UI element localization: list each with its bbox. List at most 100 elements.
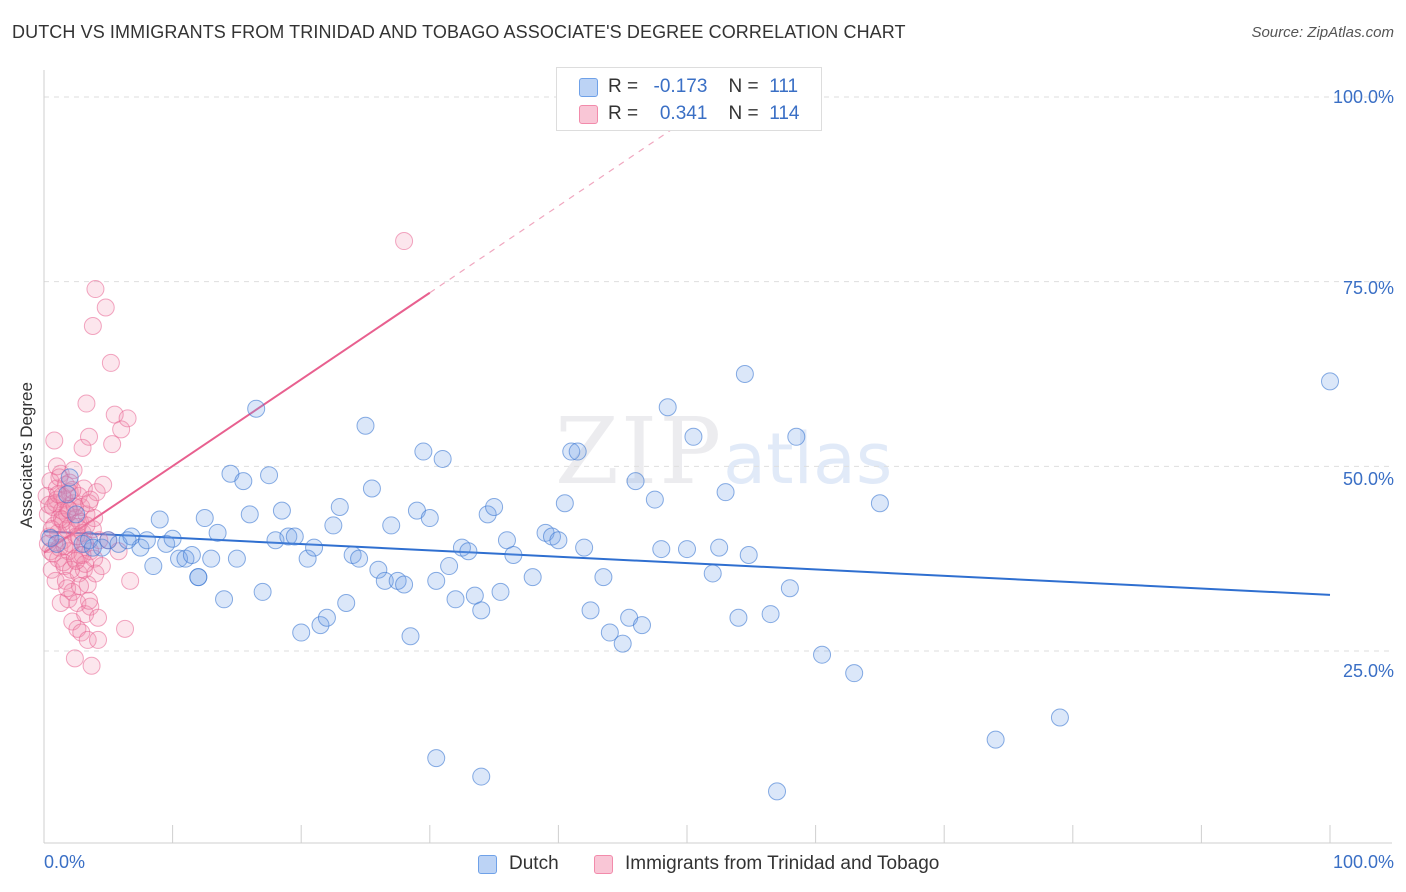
legend-n-label: N =: [728, 103, 759, 124]
data-point-dutch: [382, 516, 401, 535]
legend-row-trinidad: R = 0.341 N = 114: [579, 101, 799, 127]
data-point-dutch: [652, 540, 671, 559]
data-point-dutch: [780, 579, 799, 598]
watermark: ZIPatlas: [555, 398, 892, 505]
data-point-dutch: [632, 616, 651, 635]
y-tick-25: 25.0%: [1342, 661, 1394, 681]
blue-points: [41, 365, 1339, 801]
data-point-dutch: [626, 472, 645, 491]
data-point-dutch: [684, 427, 703, 446]
data-point-dutch: [716, 483, 735, 502]
data-point-dutch: [240, 505, 259, 524]
y-tick-100: 100.0%: [1332, 87, 1394, 107]
pink-points: [37, 232, 414, 675]
data-point-dutch: [47, 534, 66, 553]
data-point-dutch: [504, 545, 523, 564]
data-point-dutch: [285, 527, 304, 546]
bottom-legend-label-dutch: Dutch: [509, 853, 559, 874]
bottom-legend-dutch: Dutch: [478, 851, 559, 877]
data-point-dutch: [787, 427, 806, 446]
data-point-dutch: [562, 442, 581, 461]
data-point-dutch: [279, 527, 298, 546]
data-point-dutch: [118, 531, 137, 550]
data-point-trinidad: [71, 576, 90, 595]
legend-n-label: N =: [728, 76, 759, 97]
data-point-dutch: [369, 560, 388, 579]
data-point-dutch: [1050, 708, 1069, 727]
data-point-dutch: [485, 497, 504, 516]
data-point-dutch: [575, 538, 594, 557]
data-point-dutch: [189, 568, 208, 587]
data-point-trinidad: [53, 510, 72, 529]
data-point-dutch: [703, 564, 722, 583]
chart-title: DUTCH VS IMMIGRANTS FROM TRINIDAD AND TO…: [12, 22, 906, 42]
data-point-trinidad: [40, 495, 59, 514]
data-point-dutch: [813, 645, 832, 664]
data-point-dutch: [92, 538, 111, 557]
data-point-dutch: [710, 538, 729, 557]
data-point-dutch: [761, 605, 780, 624]
data-point-dutch: [202, 549, 221, 568]
data-point-trinidad: [89, 608, 108, 627]
data-point-dutch: [395, 575, 414, 594]
axes: [43, 70, 1392, 844]
data-point-trinidad: [78, 630, 97, 649]
data-point-dutch: [227, 549, 246, 568]
data-point-trinidad: [81, 490, 100, 509]
data-point-trinidad: [73, 438, 92, 457]
data-point-dutch: [420, 509, 439, 528]
data-point-dutch: [739, 545, 758, 564]
data-point-dutch: [260, 466, 279, 485]
data-point-dutch: [472, 601, 491, 620]
legend-swatch-blue: [579, 77, 598, 97]
data-point-trinidad: [65, 649, 84, 668]
data-point-dutch: [292, 623, 311, 642]
stats-legend: R = -0.173 N = 111 R = 0.341 N = 114: [556, 67, 822, 131]
data-point-dutch: [555, 494, 574, 513]
data-point-trinidad: [49, 485, 68, 504]
bottom-legend-trinidad: Immigrants from Trinidad and Tobago: [594, 851, 939, 877]
data-point-dutch: [375, 571, 394, 590]
data-point-trinidad: [46, 571, 65, 590]
data-point-trinidad: [80, 427, 99, 446]
data-point-dutch: [362, 479, 381, 498]
watermark-zip: ZIP: [555, 398, 724, 505]
data-point-trinidad: [118, 409, 137, 428]
data-point-dutch: [58, 485, 77, 504]
data-point-trinidad: [77, 394, 96, 413]
legend-n-value: 111: [769, 76, 799, 97]
data-point-trinidad: [54, 553, 73, 572]
data-point-trinidad: [94, 475, 113, 494]
legend-n-value: 114: [769, 103, 800, 124]
data-point-dutch: [581, 601, 600, 620]
data-point-dutch: [83, 538, 102, 557]
data-point-trinidad: [40, 527, 59, 546]
data-point-dutch: [150, 510, 169, 529]
data-point-dutch: [311, 616, 330, 635]
trend-line-trinidad-extension: [429, 118, 688, 294]
data-point-trinidad: [92, 557, 111, 576]
data-point-dutch: [163, 529, 182, 548]
data-point-trinidad: [82, 656, 101, 675]
trend-line-dutch: [43, 530, 1331, 596]
data-point-dutch: [549, 531, 568, 550]
data-point-dutch: [568, 442, 587, 461]
data-point-dutch: [60, 468, 79, 487]
legend-r-value: -0.173: [653, 76, 708, 97]
y-tick-75: 75.0%: [1342, 278, 1394, 298]
data-point-dutch: [337, 593, 356, 612]
bottom-legend-label-trinidad: Immigrants from Trinidad and Tobago: [625, 853, 940, 874]
data-point-trinidad: [395, 232, 414, 251]
data-point-dutch: [678, 540, 696, 559]
data-point-dutch: [67, 505, 86, 524]
data-point-dutch: [472, 767, 491, 786]
data-point-dutch: [735, 365, 754, 383]
data-point-dutch: [986, 730, 1005, 749]
data-point-trinidad: [47, 457, 66, 476]
legend-swatch-pink: [579, 104, 598, 124]
bottom-legend-swatch-pink: [594, 854, 613, 874]
source-credit: Source: ZipAtlas.com: [1251, 24, 1394, 41]
data-point-trinidad: [60, 473, 79, 492]
data-point-trinidad: [86, 280, 105, 299]
